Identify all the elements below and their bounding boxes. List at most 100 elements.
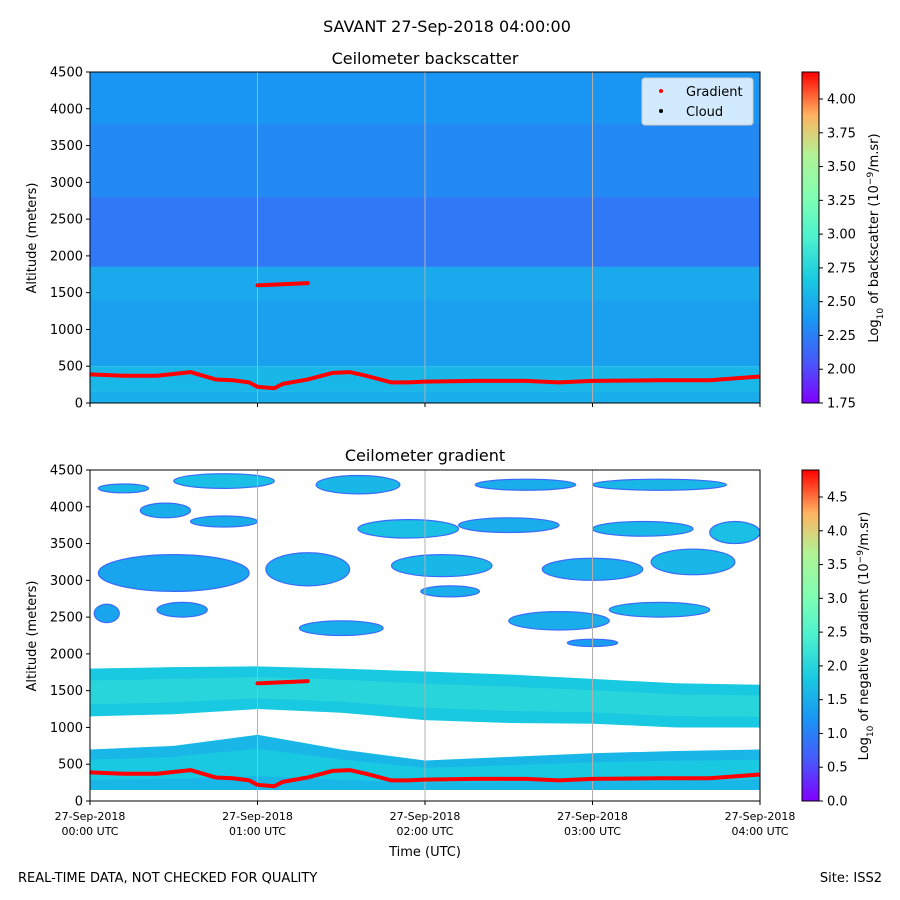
gradient-patch <box>457 517 560 534</box>
gradient-patch <box>508 610 610 631</box>
gradient-panel: Ceilometer gradient 0 500 1000 1500 2000 2500… <box>25 446 876 860</box>
backscatter-colorbar-label: Log10 of backscatter (10−9/m.sr) <box>866 133 886 342</box>
gradient-ytick-label: 4500 <box>50 464 83 479</box>
backscatter-grid <box>257 72 593 403</box>
gradient-colorbar-ticks: 0.0 0.5 1.0 1.5 2.0 2.5 3.0 3.5 4.0 4.5 <box>819 491 848 810</box>
legend-gradient-label: Gradient <box>686 85 743 100</box>
gradient-cbtick-label: 1.5 <box>827 693 848 708</box>
legend-cloud-marker <box>659 109 663 113</box>
gradient-xtick-time: 03:00 UTC <box>564 825 621 838</box>
backscatter-cbtick-label: 3.00 <box>827 228 856 243</box>
footer-right: Site: ISS2 <box>820 871 882 886</box>
gradient-xtick-time: 00:00 UTC <box>61 825 118 838</box>
backscatter-colorbar-ticks: 1.75 2.00 2.25 2.50 2.75 3.00 3.25 3.50 3.75 4.00 <box>819 93 856 412</box>
legend: Gradient Cloud <box>641 77 754 126</box>
gradient-ytick-label: 3000 <box>50 574 83 589</box>
gradient-ytick-label: 1000 <box>50 721 83 736</box>
gradient-patch <box>298 620 384 637</box>
gradient-xtick-time: 04:00 UTC <box>731 825 788 838</box>
backscatter-cbtick-label: 1.75 <box>827 397 856 412</box>
backscatter-ylabel: Altitude (meters) <box>25 183 40 294</box>
gradient-ytick-label: 1500 <box>50 684 83 699</box>
legend-box <box>641 77 754 126</box>
gradient-cbtick-label: 4.0 <box>827 524 848 539</box>
gradient-patch <box>265 552 351 587</box>
gradient-grid <box>257 470 593 801</box>
gradient-patch <box>474 478 577 491</box>
backscatter-ytick-label: 1500 <box>50 286 83 301</box>
backscatter-gradient-line <box>90 370 760 391</box>
backscatter-gradient-upper <box>255 281 310 288</box>
gradient-xtick-date: 27-Sep-2018 <box>390 810 461 823</box>
backscatter-ytick-label: 2500 <box>50 213 83 228</box>
gradient-patch <box>608 601 711 618</box>
gradient-ytick-label: 4000 <box>50 500 83 515</box>
backscatter-colorbar <box>801 71 820 404</box>
backscatter-ytick-label: 3500 <box>50 139 83 154</box>
backscatter-cbtick-label: 3.25 <box>827 194 856 209</box>
gradient-patch <box>420 585 481 598</box>
gradient-xtick-date: 27-Sep-2018 <box>222 810 293 823</box>
gradient-cbtick-label: 0.0 <box>827 795 848 810</box>
backscatter-ytick-label: 1000 <box>50 323 83 338</box>
gradient-cbtick-label: 3.5 <box>827 558 848 573</box>
gradient-gradient-upper <box>255 679 310 686</box>
backscatter-y-axis: 0 500 1000 1500 2000 2500 3000 3500 4000 4500 <box>50 66 90 412</box>
gradient-ytick-label: 0 <box>75 795 83 810</box>
gradient-patch <box>709 520 760 545</box>
backscatter-ytick-label: 3000 <box>50 176 83 191</box>
gradient-cbtick-label: 1.0 <box>827 727 848 742</box>
gradient-cbtick-label: 0.5 <box>827 761 848 776</box>
backscatter-ytick-label: 500 <box>58 360 83 375</box>
gradient-xlabel: Time (UTC) <box>388 845 461 860</box>
gradient-patch <box>139 502 192 519</box>
gradient-y-axis: 0 500 1000 1500 2000 2500 3000 3500 4000 4500 <box>50 464 90 810</box>
backscatter-cbtick-label: 2.75 <box>827 261 856 276</box>
gradient-patch <box>173 473 275 489</box>
gradient-patch <box>189 515 259 528</box>
gradient-ytick-label: 3500 <box>50 537 83 552</box>
gradient-ytick-label: 500 <box>58 758 83 773</box>
backscatter-gradient-series <box>90 281 760 391</box>
gradient-cbtick-label: 4.5 <box>827 491 848 506</box>
gradient-xtick-date: 27-Sep-2018 <box>557 810 628 823</box>
gradient-patch <box>591 478 728 491</box>
gradient-gradient-line <box>90 768 760 789</box>
backscatter-title: Ceilometer backscatter <box>332 49 519 68</box>
gradient-patch <box>315 474 401 495</box>
gradient-patch <box>93 603 120 624</box>
gradient-gradient-series <box>90 679 760 789</box>
gradient-ytick-label: 2000 <box>50 647 83 662</box>
gradient-x-axis: 27-Sep-2018 00:00 UTC 27-Sep-2018 01:00 UTC… <box>55 801 796 838</box>
backscatter-cbtick-label: 2.50 <box>827 295 856 310</box>
gradient-colorbar <box>801 469 820 802</box>
gradient-patch <box>591 520 694 537</box>
gradient-xtick-time: 02:00 UTC <box>396 825 453 838</box>
gradient-patch <box>156 601 208 618</box>
gradient-patch <box>97 483 150 494</box>
gradient-cbtick-label: 2.0 <box>827 659 848 674</box>
gradient-title: Ceilometer gradient <box>345 446 505 465</box>
backscatter-ytick-label: 0 <box>75 397 83 412</box>
backscatter-cbtick-label: 2.25 <box>827 329 856 344</box>
backscatter-cbtick-label: 2.00 <box>827 363 856 378</box>
gradient-patch <box>97 553 250 592</box>
gradient-cbtick-label: 3.0 <box>827 592 848 607</box>
gradient-colorbar-label: Log10 of negative gradient (10−9/m.sr) <box>856 512 876 761</box>
legend-cloud-label: Cloud <box>686 105 723 120</box>
gradient-xtick-date: 27-Sep-2018 <box>725 810 796 823</box>
gradient-cbtick-label: 2.5 <box>827 626 848 641</box>
gradient-xtick-time: 01:00 UTC <box>229 825 286 838</box>
gradient-ylabel: Altitude (meters) <box>25 581 40 692</box>
backscatter-ytick-label: 4500 <box>50 66 83 81</box>
gradient-patch <box>357 519 460 539</box>
backscatter-panel: Ceilometer backscatter 0 500 1000 1500 2000 2… <box>25 49 886 412</box>
legend-gradient-marker <box>659 89 663 93</box>
gradient-patch <box>650 548 736 576</box>
gradient-xtick-date: 27-Sep-2018 <box>55 810 126 823</box>
suptitle: SAVANT 27-Sep-2018 04:00:00 <box>323 17 571 36</box>
footer-left: REAL-TIME DATA, NOT CHECKED FOR QUALITY <box>18 871 317 886</box>
backscatter-cbtick-label: 3.75 <box>827 126 856 141</box>
backscatter-x-axis <box>89 403 761 407</box>
